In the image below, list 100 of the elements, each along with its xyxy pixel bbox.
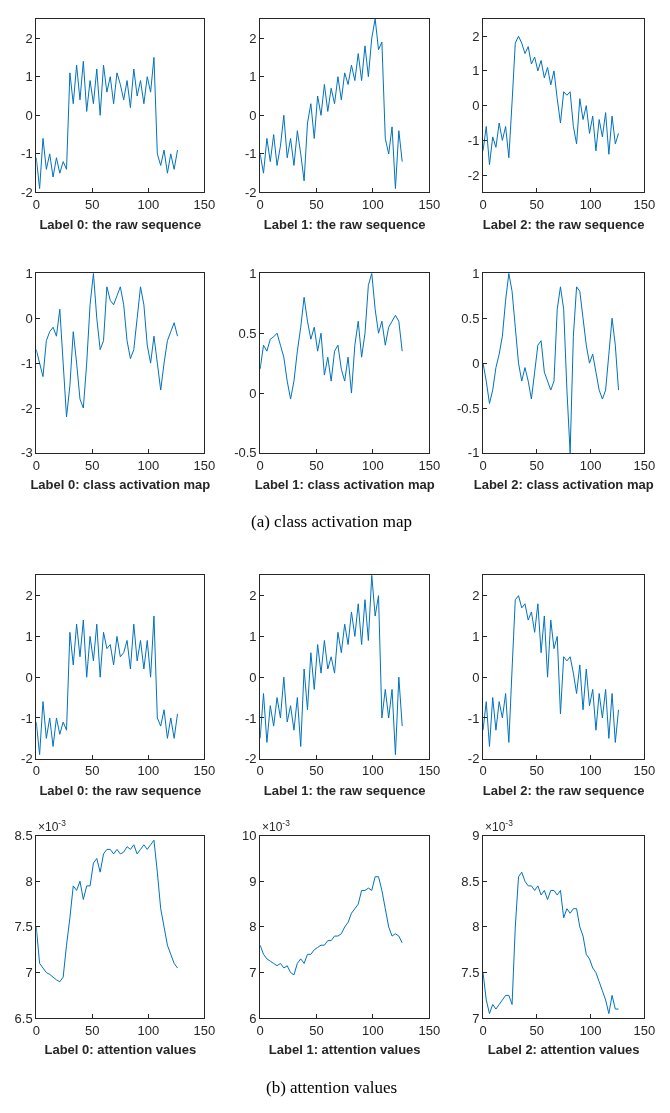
y-tick-label: 7.5	[14, 919, 33, 935]
x-tick-label: 150	[418, 1022, 441, 1038]
x-tick-label: 100	[137, 197, 160, 213]
y-tick-label: 7	[472, 1010, 480, 1026]
y-tick-label: 7	[249, 965, 257, 981]
y-tick-label: -1	[21, 146, 33, 162]
x-tick-label: 100	[579, 763, 602, 779]
y-tick-label: -3	[21, 445, 33, 461]
x-tick-label: 150	[633, 457, 656, 473]
x-tick-label: 150	[193, 763, 216, 779]
line-series	[483, 871, 620, 1015]
y-tick-label: 7	[25, 965, 33, 981]
y-tick-label: 2	[25, 588, 33, 604]
x-tick-label: 50	[85, 763, 100, 779]
x-tick-label: 50	[529, 1022, 545, 1038]
x-tick-label: 100	[137, 763, 160, 779]
x-tick-label: 100	[137, 457, 160, 473]
x-tick-label: 150	[193, 1022, 216, 1038]
x-tick-label: 50	[309, 457, 324, 473]
x-tick-label: 150	[418, 197, 441, 213]
line-series	[36, 839, 179, 983]
x-tick-label: 100	[362, 197, 384, 213]
line-series	[260, 18, 403, 190]
y-tick-label: 0.5	[238, 325, 257, 341]
x-tick-label: 100	[137, 1022, 160, 1038]
x-axis-title: Label 2: attention values	[487, 1042, 640, 1058]
x-tick-label: 150	[193, 457, 216, 473]
x-axis-title: Label 0: class activation map	[30, 477, 211, 493]
x-tick-label: 150	[193, 197, 216, 213]
y-tick-label: 9	[249, 873, 257, 889]
y-tick-label: 1	[249, 628, 257, 644]
x-tick-label: 50	[529, 457, 545, 473]
y-tick-label: 0	[249, 107, 257, 123]
x-tick-label: 100	[362, 1022, 384, 1038]
y-tick-label: 8	[249, 919, 257, 935]
y-tick-label: 0	[249, 669, 257, 685]
x-tick-label: 50	[85, 1022, 100, 1038]
y-tick-label: -2	[21, 751, 33, 767]
x-tick-label: 50	[309, 763, 324, 779]
y-tick-label: 1	[25, 628, 33, 644]
x-tick-label: 50	[85, 197, 100, 213]
y-tick-label: 2	[472, 28, 480, 44]
y-tick-label: -0.5	[457, 400, 480, 416]
line-series	[260, 876, 403, 976]
x-tick-label: 100	[579, 457, 602, 473]
y-tick-label: -1	[244, 710, 257, 726]
y-tick-label: -1	[21, 710, 33, 726]
y-tick-label: 0	[25, 669, 33, 685]
x-tick-label: 100	[579, 197, 602, 213]
y-tick-label: 1	[472, 628, 480, 644]
y-tick-label: 2	[25, 30, 33, 46]
text: (b) attention values	[266, 1078, 398, 1097]
x-tick-label: 50	[309, 197, 324, 213]
x-axis-title: Label 0: attention values	[44, 1042, 197, 1058]
y-tick-label: 1	[249, 69, 257, 85]
y-tick-label: -2	[21, 400, 33, 416]
y-tick-label: -1	[467, 445, 480, 461]
y-tick-label: -2	[244, 185, 257, 201]
x-tick-label: 150	[633, 1022, 656, 1038]
line-series	[483, 595, 620, 747]
text: ×10$^{-3}$	[262, 818, 291, 835]
x-tick-label: 100	[579, 1022, 602, 1038]
line-series	[483, 35, 620, 166]
line-series	[483, 273, 620, 453]
line-series	[260, 273, 403, 400]
y-tick-label: 0	[472, 669, 480, 685]
line-series	[260, 575, 403, 756]
x-axis-title: Label 1: the raw sequence	[263, 782, 426, 798]
x-tick-label: 50	[529, 197, 545, 213]
x-axis-title: Label 2: the raw sequence	[482, 782, 645, 798]
line-series	[36, 273, 179, 418]
x-axis-title: Label 0: the raw sequence	[39, 782, 202, 798]
y-tick-label: -2	[467, 167, 480, 183]
y-tick-label: 8.5	[14, 828, 33, 844]
text: ×10$^{-3}$	[38, 818, 67, 835]
y-tick-label: 1	[25, 69, 33, 85]
y-tick-label: 6	[249, 1010, 257, 1026]
y-tick-label: 1	[25, 265, 33, 281]
x-axis-title: Label 1: the raw sequence	[263, 216, 426, 232]
y-tick-label: -1	[21, 355, 33, 371]
y-tick-label: -2	[21, 185, 33, 201]
x-tick-label: 150	[418, 763, 441, 779]
y-tick-label: 8	[25, 873, 33, 889]
y-tick-label: 0.5	[461, 310, 480, 326]
line-series	[36, 615, 179, 756]
x-tick-label: 50	[529, 763, 545, 779]
x-axis-title: Label 1: attention values	[268, 1042, 421, 1058]
y-tick-label: 2	[249, 588, 257, 604]
y-tick-label: 0	[472, 98, 480, 114]
y-tick-label: 1	[472, 265, 480, 281]
x-axis-title: Label 0: the raw sequence	[39, 216, 202, 232]
x-axis-title: Label 2: the raw sequence	[482, 216, 645, 232]
y-tick-label: -1	[467, 132, 480, 148]
y-tick-label: 0	[25, 310, 33, 326]
x-tick-label: 150	[418, 457, 441, 473]
x-tick-label: 50	[309, 1022, 324, 1038]
y-tick-label: 2	[249, 30, 257, 46]
y-tick-label: 9	[472, 828, 480, 844]
y-tick-label: -1	[244, 146, 257, 162]
y-tick-label: -0.5	[234, 445, 257, 461]
